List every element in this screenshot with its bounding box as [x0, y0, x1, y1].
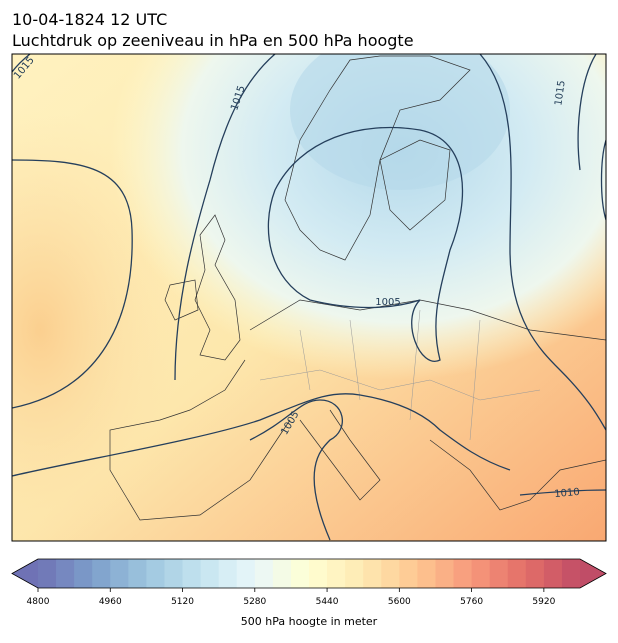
colorbar-swatch — [74, 559, 93, 588]
colorbar-swatch — [146, 559, 165, 588]
colorbar-swatch — [236, 559, 256, 588]
isobar — [12, 393, 511, 477]
colorbar-extend — [12, 559, 38, 588]
colorbar-frame — [11, 558, 607, 589]
colorbar-swatch — [363, 559, 382, 588]
colorbar-swatch — [110, 559, 129, 588]
colorbar-swatch — [561, 559, 581, 588]
coastline — [284, 55, 471, 261]
colorbar-tick-label: 4960 — [99, 597, 122, 607]
colorbar-swatch — [254, 559, 274, 588]
colorbar-swatch — [182, 559, 202, 588]
isobar — [479, 54, 606, 431]
colorbar-swatch — [453, 559, 473, 588]
colorbar-label: 500 hPa hoogte in meter — [241, 615, 378, 628]
colorbar-extend — [580, 559, 606, 588]
isobar — [519, 489, 606, 496]
title-line: 10-04-1824 12 UTC — [12, 10, 167, 29]
colorbar-tick-label: 5280 — [243, 597, 266, 607]
colorbar-tick-label: 5120 — [171, 597, 194, 607]
title-line: Luchtdruk op zeeniveau in hPa en 500 hPa… — [12, 31, 414, 50]
colorbar-swatch — [200, 559, 220, 588]
colorbar-swatch — [525, 559, 545, 588]
colorbar-tick-label: 5760 — [460, 597, 483, 607]
colorbar: 4800 4960 5120 5280 5440 5600 5760 5920 — [11, 558, 607, 607]
coastline — [379, 139, 451, 231]
colorbar-swatch — [38, 559, 57, 588]
colorbar-swatch — [471, 559, 491, 588]
isobar — [12, 159, 133, 409]
country-border — [259, 309, 541, 441]
coastline — [164, 279, 199, 321]
colorbar-swatch — [507, 559, 527, 588]
colorbar-swatch — [381, 559, 400, 588]
colorbar-swatch — [543, 559, 563, 588]
colorbar-swatch — [327, 559, 346, 588]
isobar — [267, 126, 464, 362]
colorbar-swatch — [345, 559, 364, 588]
contour-label: 1010 — [554, 487, 580, 500]
contour-label: 1005 — [375, 297, 400, 308]
colorbar-swatch — [56, 559, 75, 588]
isobar — [249, 399, 343, 541]
colorbar-swatch — [399, 559, 418, 588]
colorbar-swatch — [164, 559, 184, 588]
colorbar-swatch — [290, 559, 310, 588]
colorbar-swatch — [218, 559, 238, 588]
map-frame — [11, 53, 607, 542]
isobar — [12, 54, 276, 381]
colorbar-swatch — [309, 559, 328, 588]
colorbar-tick-label: 4800 — [27, 597, 50, 607]
colorbar-swatch — [489, 559, 509, 588]
colorbar-swatch — [435, 559, 455, 588]
colorbar-swatch — [272, 559, 292, 588]
colorbar-tick-label: 5600 — [388, 597, 411, 607]
colorbar-tick-label: 5440 — [316, 597, 339, 607]
colorbar-tick-label: 5920 — [532, 597, 555, 607]
colorbar-swatch — [128, 559, 147, 588]
contour-label: 1015 — [553, 80, 567, 107]
colorbar-swatch — [92, 559, 111, 588]
colorbar-swatch — [417, 559, 436, 588]
isobar — [577, 54, 606, 221]
